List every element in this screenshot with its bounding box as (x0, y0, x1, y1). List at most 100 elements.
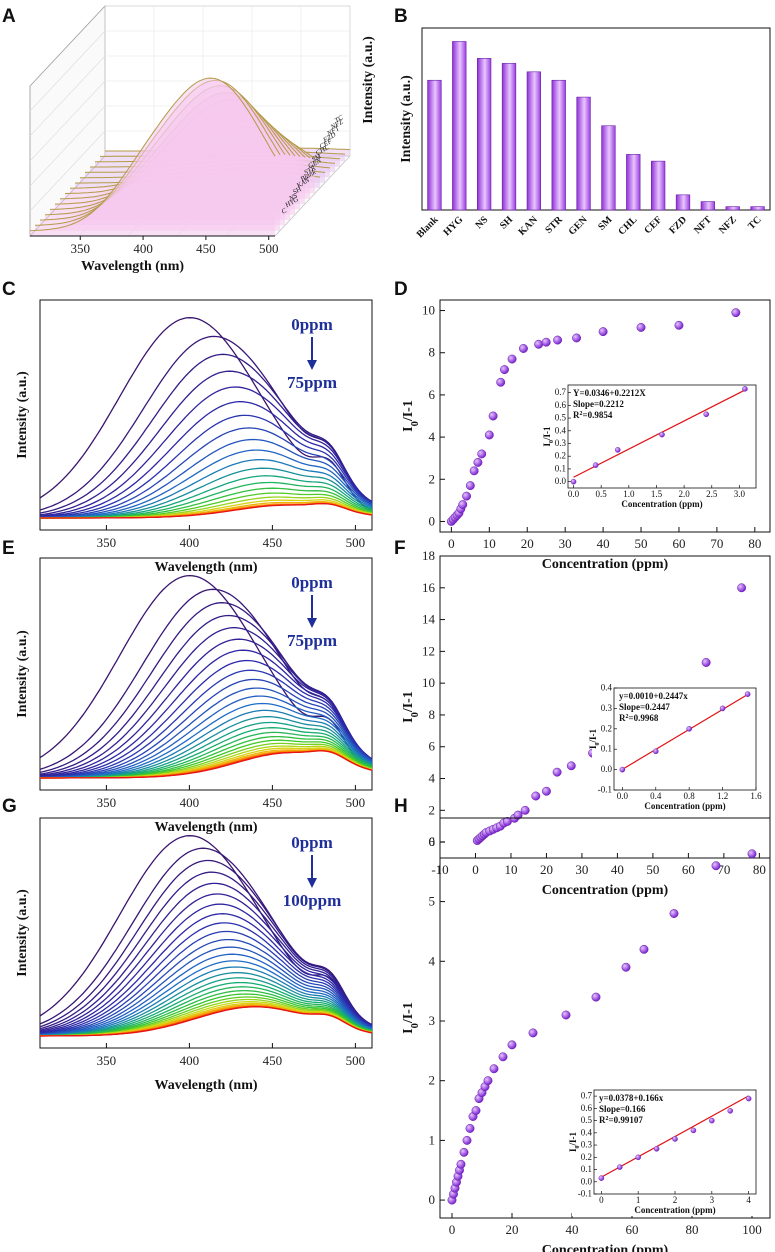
spectrum-curve (39, 370, 373, 516)
inset-data-point (690, 1127, 697, 1134)
y-tick-label: 8 (429, 345, 436, 360)
x-tick-label: 40 (611, 862, 624, 877)
category-label: NFZ (717, 214, 739, 236)
concentration-end-label: 75ppm (287, 373, 337, 392)
spectrum-curve (39, 966, 373, 1036)
y-label-tail: /I-1 (401, 691, 416, 713)
inset-data-point (614, 447, 621, 453)
spectrum-curve (39, 659, 373, 778)
spectrum-curve (39, 678, 373, 779)
spectrum-curve (39, 427, 373, 519)
data-point (731, 308, 741, 318)
inset-data-point (686, 726, 692, 732)
inset-y-tick-label: 0.4 (581, 1127, 593, 1137)
inset-data-point (719, 705, 726, 712)
inset-y-label-main: I (568, 1148, 578, 1152)
spectrum-curve (39, 414, 373, 518)
inset-y-tick-label: 0.3 (555, 438, 567, 448)
data-point (621, 962, 631, 972)
data-point (747, 849, 757, 859)
inset-y-tick-label: 0.7 (555, 387, 567, 397)
x-tick-label: 80 (686, 1222, 699, 1237)
x-axis-label: Wavelength (nm) (154, 560, 257, 575)
category-label: NFT (692, 214, 714, 236)
bar-nfz (725, 206, 740, 211)
bar-gen (576, 96, 591, 211)
x-tick-label: 60 (672, 536, 685, 551)
arrow-head (307, 618, 317, 628)
r2-superscript: 2 (580, 411, 583, 417)
inset-y-label-subscript: 0 (575, 1145, 581, 1148)
y-tick-label: 14 (422, 612, 436, 627)
data-point (465, 1123, 475, 1133)
bar-str (551, 79, 566, 211)
inset-data-point (570, 478, 577, 485)
inset-fit-line (622, 694, 748, 770)
y-tick-label: 12 (422, 643, 435, 658)
data-point (477, 449, 487, 459)
x-tick-label: 40 (566, 1222, 579, 1237)
plot-frame (439, 817, 771, 1219)
inset-x-tick-label: 4 (746, 1195, 751, 1205)
y-axis-label: I0/I-1 (401, 1002, 421, 1034)
panel-c-spectra-chart: 350 400 450 500 Wavelength (nm) Intensity (a.… (15, 299, 373, 575)
bar-blank (427, 79, 442, 211)
x-tick-label: 0 (448, 536, 455, 551)
y-tick-label: 3 (429, 1013, 436, 1028)
y-tick-label: 10 (422, 303, 435, 318)
inset-x-axis-label: Concentration (ppm) (634, 1205, 715, 1215)
grid-line (29, 30, 106, 112)
inset-y-tick-label: 0.1 (581, 1164, 592, 1174)
category-label: CEF (642, 214, 664, 236)
plot-frame (439, 555, 771, 859)
y-tick-label: 4 (429, 771, 436, 786)
grid-line (29, 130, 106, 212)
inset-y-tick-label: 0.0 (581, 1176, 593, 1186)
data-point (534, 339, 544, 349)
x-tick-label: 350 (97, 795, 117, 810)
x-tick-label: 350 (97, 535, 117, 550)
inset-y-label-tail: /I-1 (588, 728, 598, 743)
x-tick-label: 60 (626, 1222, 639, 1237)
data-point (465, 481, 475, 491)
category-label: GEN (567, 214, 591, 238)
inset-fit-line (573, 389, 746, 478)
y-tick-label: 4 (429, 429, 436, 444)
inset-x-tick-label: 3.0 (734, 489, 746, 499)
x-tick-label: 450 (263, 1053, 283, 1068)
x-tick-label: 70 (717, 862, 730, 877)
inset-data-point (652, 748, 659, 755)
data-point (591, 992, 601, 1002)
x-axis-label: Concentration (ppm) (542, 883, 669, 898)
data-point (459, 1147, 469, 1157)
inset-y-label-main: I (542, 443, 552, 447)
inset-r-squared: R2=0.99107 (599, 1115, 643, 1125)
x-tick-label: 50 (646, 862, 659, 877)
x-tick-label: 50 (635, 536, 648, 551)
data-point (488, 411, 498, 421)
spectrum-curve (39, 386, 373, 517)
x-tick-label: 450 (263, 795, 283, 810)
data-point (669, 909, 679, 918)
spectrum-curve (39, 353, 373, 514)
spectrum-curve (39, 649, 373, 778)
inset-x-tick-label: 1.0 (623, 489, 635, 499)
inset-x-tick-label: 0.0 (617, 791, 629, 801)
y-tick-label: 0 (429, 1192, 436, 1207)
y-tick-label: 0 (429, 513, 436, 528)
spectrum-curve (39, 859, 373, 1028)
data-point (471, 1106, 481, 1115)
data-point (500, 365, 509, 375)
inset-equation: y=0.0010+0.2447x (619, 691, 688, 701)
inset-y-tick-label: 0.2 (601, 723, 612, 733)
bar-chl (626, 154, 641, 211)
data-point (456, 1159, 466, 1169)
data-point (507, 354, 517, 364)
panel-label-c: C (2, 279, 16, 300)
inset-x-tick-label: 1.6 (750, 791, 762, 801)
spectrum-curve (40, 458, 373, 519)
spectrum-fill (30, 78, 275, 236)
spectrum-curve (39, 882, 373, 1031)
